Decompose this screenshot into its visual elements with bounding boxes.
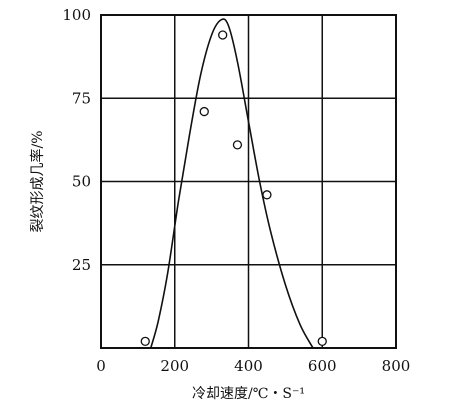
- y-tick-label: 25: [72, 256, 91, 274]
- x-tick-labels: 0 200 400 600 800: [96, 357, 410, 375]
- x-tick-label: 800: [382, 357, 411, 375]
- y-tick-label: 75: [72, 89, 91, 107]
- data-point: [262, 190, 272, 200]
- data-point: [317, 336, 327, 346]
- x-tick-label: 600: [308, 357, 337, 375]
- x-tick-label: 0: [96, 357, 106, 375]
- data-point: [218, 30, 228, 40]
- x-tick-label: 400: [234, 357, 263, 375]
- plot-frame: [100, 14, 397, 349]
- x-axis-label: 冷却速度/℃・S⁻¹: [192, 386, 305, 402]
- x-tick-label: 200: [160, 357, 189, 375]
- y-tick-label: 100: [62, 6, 91, 24]
- data-point: [232, 140, 243, 150]
- y-axis-label: 裂纹形成几率/%: [29, 130, 46, 232]
- y-tick-label: 50: [72, 173, 91, 191]
- data-point: [199, 106, 209, 117]
- grid-lines: [101, 15, 396, 348]
- data-point: [140, 336, 150, 346]
- data-points: [140, 30, 327, 346]
- y-tick-labels: 25 50 75 100: [62, 6, 91, 274]
- fitted-curve: [150, 18, 314, 349]
